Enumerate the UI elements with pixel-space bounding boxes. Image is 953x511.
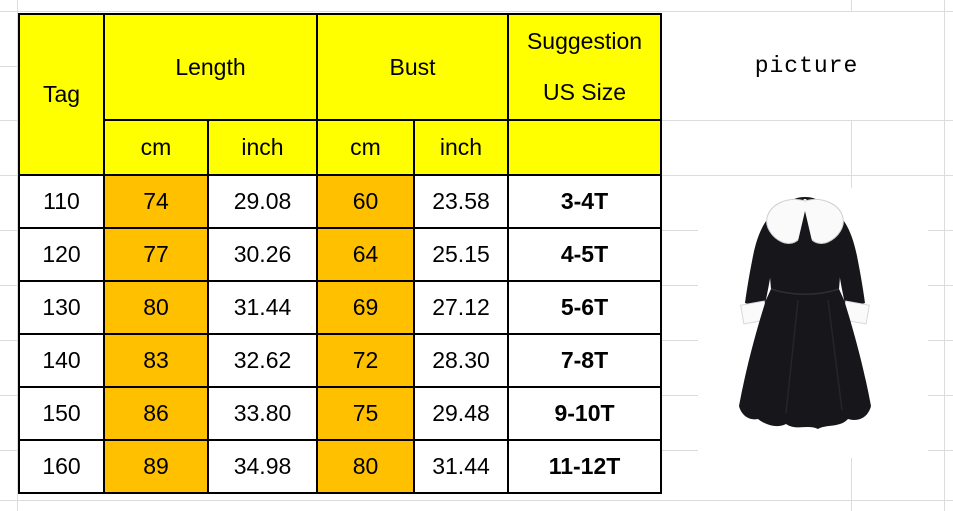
tag-cell: 130 — [18, 280, 105, 335]
table-row: 130 80 31.44 69 27.12 5-6T — [18, 280, 662, 335]
length-cm-cell: 77 — [103, 227, 209, 282]
header-length-inch: inch — [207, 119, 318, 176]
us-size-line: US Size — [542, 79, 627, 105]
tag-cell: 150 — [18, 386, 105, 441]
length-inch-cell: 30.26 — [207, 227, 318, 282]
gridline — [17, 0, 18, 511]
header-row-2: cm inch cm inch — [19, 119, 662, 176]
us-size-cell: 5-6T — [507, 280, 662, 335]
bust-inch-cell: 31.44 — [413, 439, 509, 494]
table-row: 120 77 30.26 64 25.15 4-5T — [18, 227, 662, 282]
header-length-cm: cm — [103, 119, 209, 176]
gridline — [944, 0, 945, 511]
us-size-cell: 3-4T — [507, 174, 662, 229]
product-photo — [698, 188, 928, 458]
dress-collar-notch — [798, 211, 812, 241]
picture-label: picture — [754, 52, 859, 79]
bust-inch-cell: 25.15 — [413, 227, 509, 282]
tag-cell: 110 — [18, 174, 105, 229]
us-size-cell: 7-8T — [507, 333, 662, 388]
bust-cm-cell: 80 — [316, 439, 415, 494]
bust-cm-cell: 69 — [316, 280, 415, 335]
length-cm-cell: 74 — [103, 174, 209, 229]
bust-inch-cell: 27.12 — [413, 280, 509, 335]
header-bust: Bust — [316, 13, 509, 121]
length-inch-cell: 33.80 — [207, 386, 318, 441]
header-bust-inch: inch — [413, 119, 509, 176]
tag-cell: 120 — [18, 227, 105, 282]
length-cm-cell: 83 — [103, 333, 209, 388]
dress-folds — [785, 299, 843, 414]
dress-skirt — [739, 289, 871, 429]
bust-inch-cell: 29.48 — [413, 386, 509, 441]
length-inch-cell: 31.44 — [207, 280, 318, 335]
header-bust-cm: cm — [316, 119, 415, 176]
gridline — [0, 11, 953, 12]
us-size-cell: 11-12T — [507, 439, 662, 494]
length-inch-cell: 29.08 — [207, 174, 318, 229]
length-cm-cell: 89 — [103, 439, 209, 494]
us-size-cell: 9-10T — [507, 386, 662, 441]
length-inch-cell: 34.98 — [207, 439, 318, 494]
dress-left-sleeve — [745, 214, 775, 309]
table-row: 140 83 32.62 72 28.30 7-8T — [18, 333, 662, 388]
table-row: 160 89 34.98 80 31.44 11-12T — [18, 439, 662, 494]
header-row-1: Tag Length Bust Suggestion US Size — [18, 13, 662, 176]
length-cm-cell: 86 — [103, 386, 209, 441]
gridline — [0, 500, 953, 501]
bust-inch-cell: 28.30 — [413, 333, 509, 388]
gridline — [0, 66, 18, 67]
suggestion-line: Suggestion — [526, 28, 643, 54]
header-empty-cell — [507, 119, 662, 176]
dress-right-sleeve — [835, 214, 865, 309]
bust-inch-cell: 23.58 — [413, 174, 509, 229]
header-suggestion-us-size: Suggestion US Size — [507, 13, 662, 121]
table-row: 150 86 33.80 75 29.48 9-10T — [18, 386, 662, 441]
tag-cell: 140 — [18, 333, 105, 388]
gridline — [851, 0, 852, 11]
us-size-cell: 4-5T — [507, 227, 662, 282]
bust-cm-cell: 72 — [316, 333, 415, 388]
header-length: Length — [103, 13, 318, 121]
table-row: 110 74 29.08 60 23.58 3-4T — [18, 174, 662, 229]
size-chart-table: Tag Length Bust Suggestion US Size cm in… — [18, 13, 662, 494]
bust-cm-cell: 60 — [316, 174, 415, 229]
length-cm-cell: 80 — [103, 280, 209, 335]
dress-image — [739, 197, 871, 429]
length-inch-cell: 32.62 — [207, 333, 318, 388]
bust-cm-cell: 64 — [316, 227, 415, 282]
header-tag: Tag — [18, 13, 105, 176]
dress-waist-seam — [770, 288, 840, 295]
bust-cm-cell: 75 — [316, 386, 415, 441]
tag-cell: 160 — [18, 439, 105, 494]
